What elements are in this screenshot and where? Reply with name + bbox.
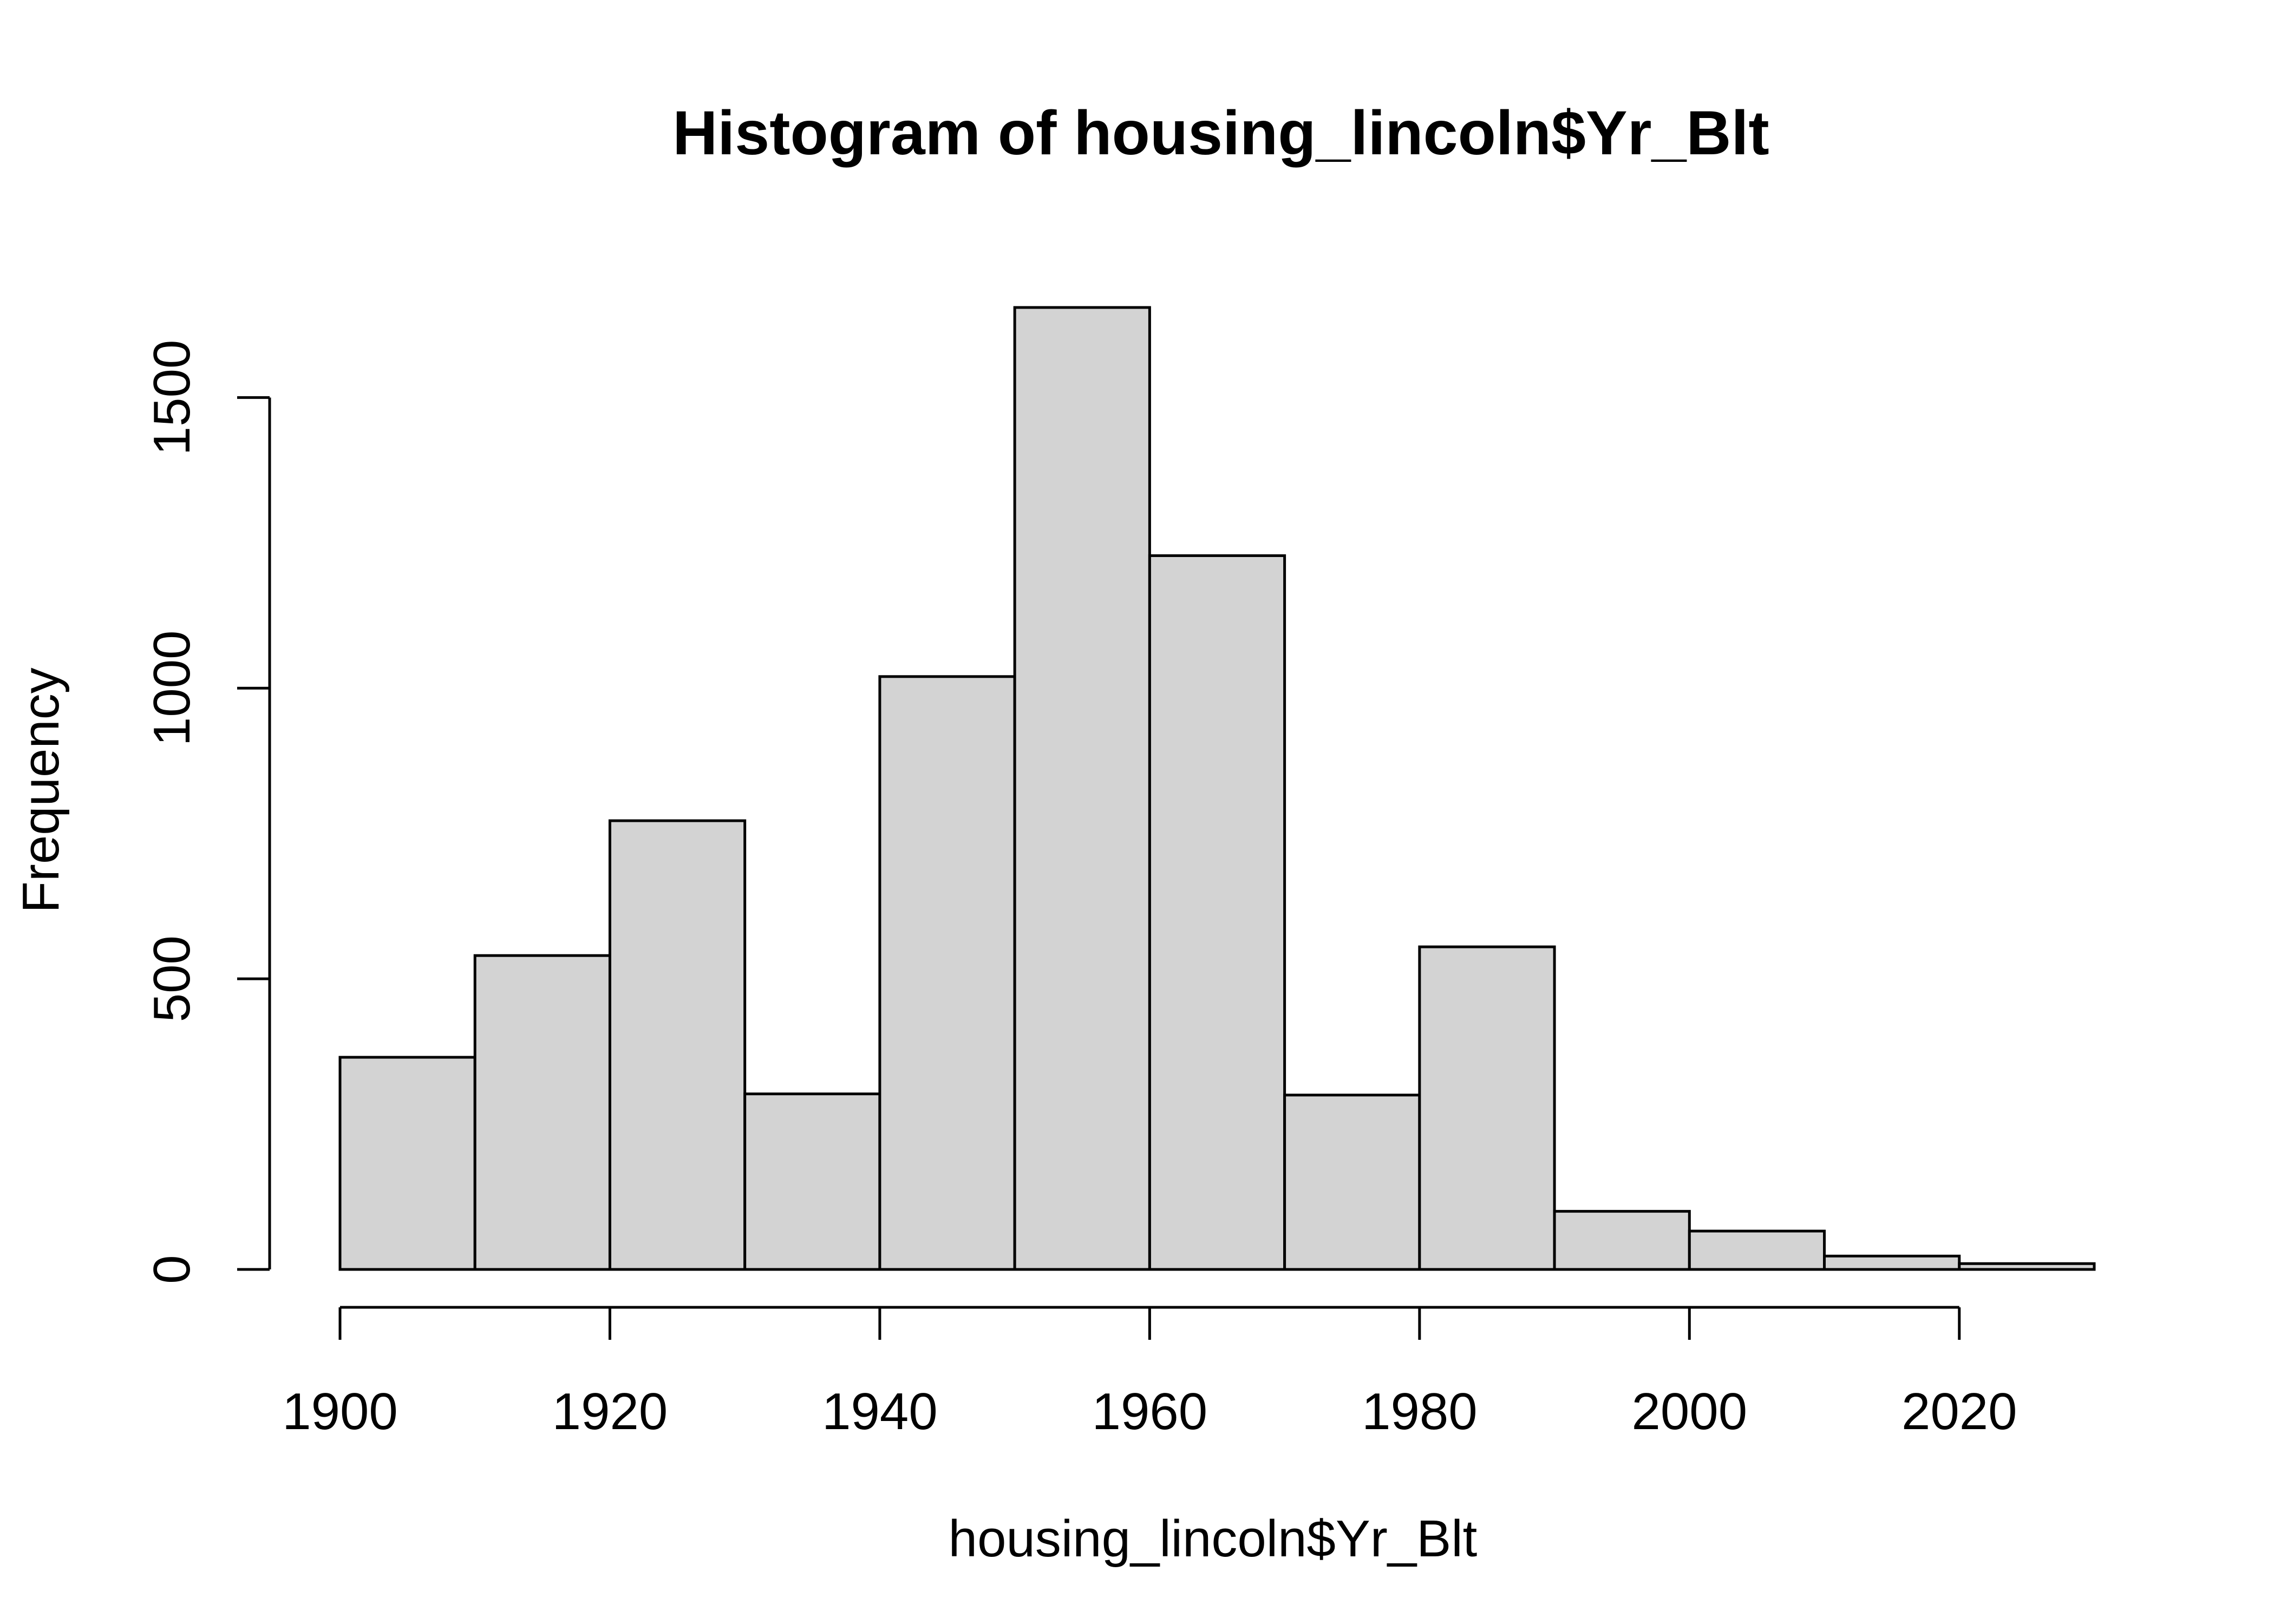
histogram-bar-3 <box>743 1092 881 1271</box>
x-tick-label-6: 2020 <box>1901 1383 2017 1440</box>
x-axis: 1900 1920 1940 1960 1980 2000 2020 <box>282 1306 2017 1440</box>
x-tick-label-0: 1900 <box>282 1383 398 1440</box>
y-tick-label-3: 1500 <box>143 340 201 456</box>
bars-group <box>338 306 2096 1271</box>
y-tick-label-1: 500 <box>143 935 201 1022</box>
x-tick-label-3: 1960 <box>1092 1383 1208 1440</box>
y-axis: 0 500 1000 1500 <box>143 340 271 1284</box>
y-tick-label-0: 0 <box>143 1255 201 1284</box>
histogram-bar-7 <box>1283 1093 1421 1271</box>
x-tick-label-2: 1940 <box>822 1383 938 1440</box>
x-tick-label-5: 2000 <box>1632 1383 1748 1440</box>
histogram-bar-11 <box>1823 1254 1961 1271</box>
histogram-bar-9 <box>1553 1210 1691 1271</box>
y-axis-label: Frequency <box>12 667 70 913</box>
histogram-bar-6 <box>1148 554 1286 1271</box>
histogram-bar-0 <box>338 1056 476 1271</box>
x-axis-label: housing_lincoln$Yr_Blt <box>949 1510 1478 1568</box>
chart-title: Histogram of housing_lincoln$Yr_Blt <box>672 99 1769 168</box>
histogram-bar-8 <box>1418 945 1556 1271</box>
x-tick-label-4: 1980 <box>1362 1383 1478 1440</box>
histogram-bar-1 <box>473 954 611 1271</box>
y-tick-label-2: 1000 <box>143 631 201 746</box>
histogram-bar-12 <box>1958 1262 2096 1271</box>
histogram-bar-2 <box>608 819 747 1271</box>
x-tick-label-1: 1920 <box>552 1383 668 1440</box>
histogram-bar-4 <box>878 675 1016 1271</box>
histogram-bar-5 <box>1013 306 1151 1271</box>
histogram-bar-10 <box>1688 1229 1826 1271</box>
